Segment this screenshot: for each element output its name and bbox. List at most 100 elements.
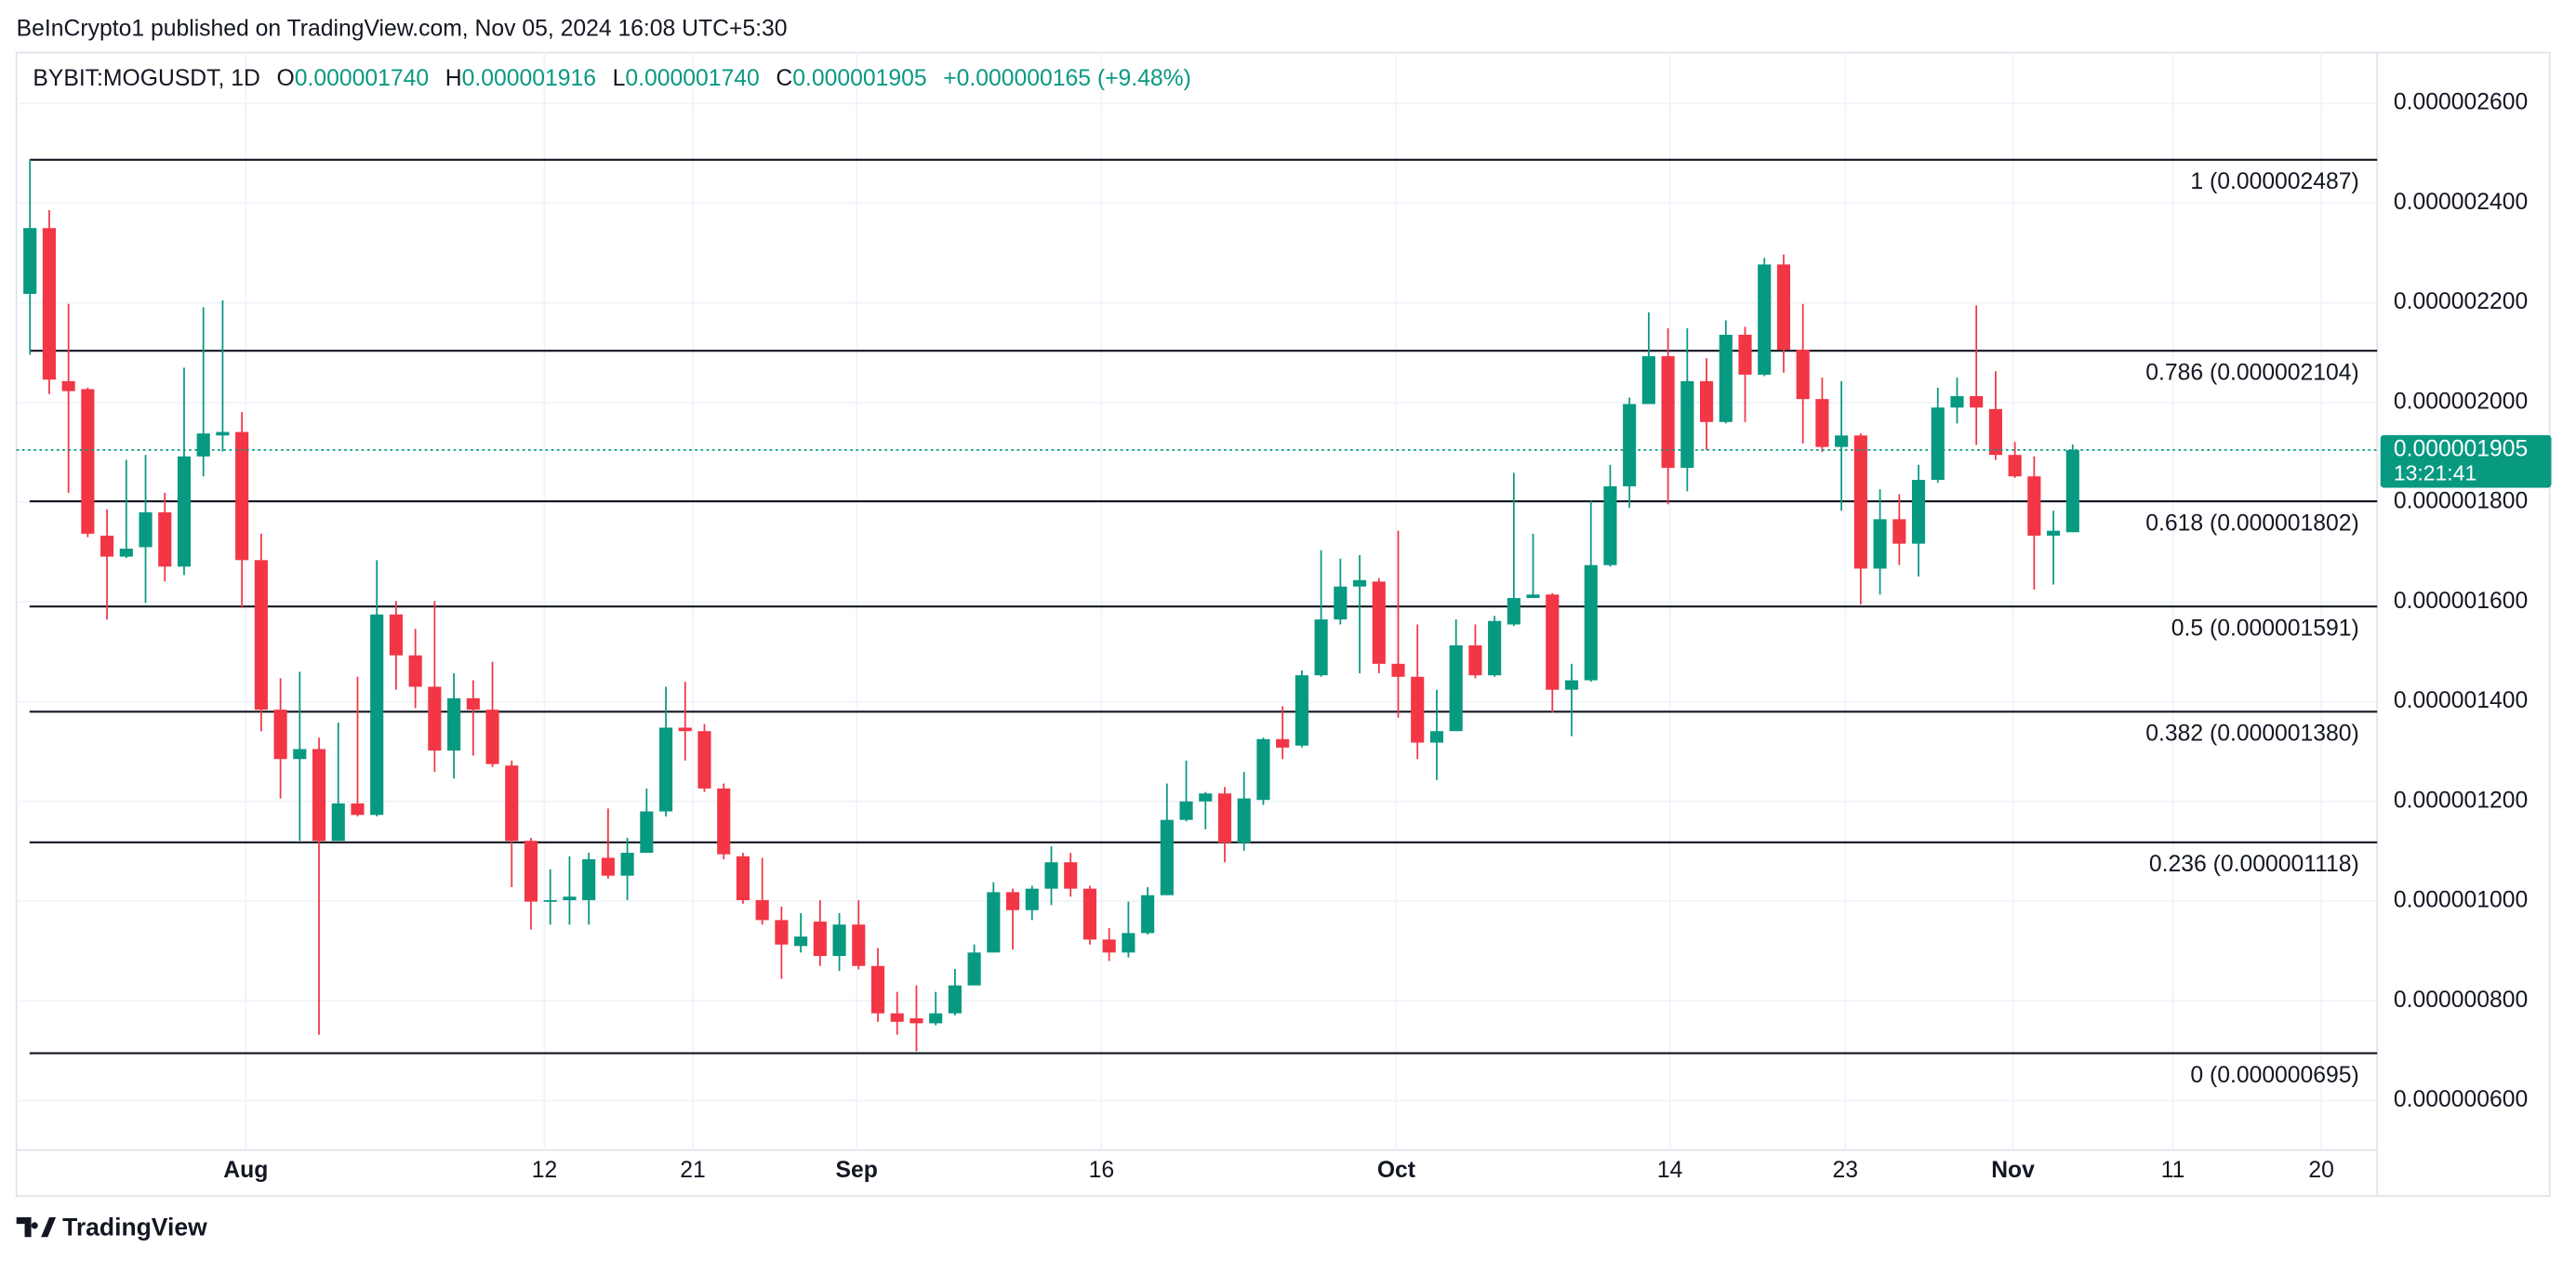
candle-body <box>23 228 37 295</box>
candle-body <box>1179 801 1193 820</box>
grid <box>16 52 2378 1150</box>
candle-body <box>852 924 866 966</box>
x-tick-label: 20 <box>2308 1158 2334 1183</box>
candle-body <box>1391 663 1405 677</box>
candle-body <box>620 853 634 876</box>
candle-body <box>658 727 673 812</box>
candle-body <box>1025 888 1039 910</box>
candle-body <box>1352 579 1367 587</box>
x-tick-label: Oct <box>1377 1158 1415 1183</box>
candle-body <box>524 841 538 902</box>
chart-frame <box>15 51 2551 1197</box>
candle-body <box>1584 564 1598 681</box>
candle-body <box>910 1018 923 1024</box>
candle-body <box>1835 435 1849 447</box>
y-tick-label: 0.000002200 <box>2394 289 2528 314</box>
candle-body <box>1237 798 1251 843</box>
x-tick-label: Nov <box>1991 1158 2035 1183</box>
candle-body <box>1892 519 1906 544</box>
candle-body <box>1661 356 1675 469</box>
candle-body <box>1853 435 1867 569</box>
candle-body <box>736 856 750 900</box>
candle-body <box>1911 480 1926 544</box>
candle-body <box>543 899 557 902</box>
fib-levels: 1 (0.000002487) 0.786 (0.000002104) 0.618 … <box>29 158 2378 1088</box>
candle-body <box>1815 399 1829 447</box>
x-tick-label: 21 <box>680 1158 706 1183</box>
candle-body <box>505 765 519 842</box>
fib-label: 0.236 (0.000001118) <box>2149 852 2359 877</box>
candle-body <box>832 924 846 957</box>
fib-label: 0 (0.000000695) <box>2190 1063 2358 1088</box>
candle-body <box>1564 680 1579 690</box>
candle-body <box>100 536 114 557</box>
candle-body <box>775 920 789 945</box>
candle-body <box>1005 892 1020 910</box>
candle-body <box>42 228 56 380</box>
candle-body <box>755 899 769 921</box>
candle-body <box>1931 407 1945 481</box>
x-tick-label: 16 <box>1089 1158 1115 1183</box>
candle-body <box>1700 380 1714 422</box>
candle-body <box>351 803 365 816</box>
current-price-box <box>2380 434 2552 488</box>
published-by: BeInCrypto1 published on TradingView.com… <box>17 16 788 41</box>
candle-body <box>890 1013 904 1022</box>
symbol: BYBIT:MOGUSDT, 1D <box>33 65 259 90</box>
candle-body <box>1873 519 1887 569</box>
candle-body <box>408 655 422 687</box>
candle-body <box>216 431 230 436</box>
x-tick-label: 11 <box>2161 1158 2185 1183</box>
close-value: 0.000001905 <box>792 65 926 90</box>
candle-body <box>139 511 153 548</box>
candles <box>16 159 2378 1052</box>
candle-body <box>987 892 1001 953</box>
candle-body <box>1488 620 1502 676</box>
candle-body <box>1546 594 1560 690</box>
candle-body <box>1738 334 1752 375</box>
candle-body <box>466 697 480 710</box>
candle-body <box>1623 404 1637 486</box>
close-label: C <box>776 65 792 90</box>
candle-body <box>254 560 268 710</box>
open-label: O <box>277 65 295 90</box>
candle-body <box>428 686 442 751</box>
footer-brand: TradingView <box>62 1213 207 1241</box>
x-tick-label: Aug <box>223 1158 268 1183</box>
candle-body <box>1526 594 1540 599</box>
candle-body <box>1199 793 1213 802</box>
candle-body <box>1468 645 1482 676</box>
y-tick-label: 0.000001000 <box>2394 888 2528 913</box>
candle-body <box>563 896 577 900</box>
candle-body <box>1970 395 1984 408</box>
candle-body <box>235 431 249 561</box>
candle-body <box>293 749 307 760</box>
y-tick-label: 0.000001800 <box>2394 489 2528 514</box>
candle-body <box>331 803 345 842</box>
candle-body <box>447 697 461 751</box>
candle-body <box>1641 356 1655 405</box>
candle-body <box>794 936 808 947</box>
candle-body <box>1102 939 1116 953</box>
y-tick-label: 0.000001200 <box>2394 788 2528 813</box>
high-label: H <box>445 65 462 90</box>
y-tick-label: 0.000000800 <box>2394 988 2528 1013</box>
low-value: 0.000001740 <box>625 65 759 90</box>
candle-body <box>196 433 210 457</box>
candle-body <box>1950 395 1964 408</box>
candle-body <box>1411 676 1425 743</box>
candle-body <box>640 811 654 854</box>
candle-body <box>1603 485 1617 565</box>
candle-body <box>389 614 403 656</box>
fib-label: 1 (0.000002487) <box>2190 169 2358 194</box>
candle-body <box>967 952 981 986</box>
candle-body <box>312 749 326 842</box>
candle-body <box>2065 449 2079 533</box>
candle-body <box>177 456 192 567</box>
candle-body <box>1776 264 1791 351</box>
candle-body <box>1372 581 1386 664</box>
candle-body <box>1141 895 1155 934</box>
candle-body <box>948 985 962 1014</box>
candle-body <box>1160 819 1174 896</box>
